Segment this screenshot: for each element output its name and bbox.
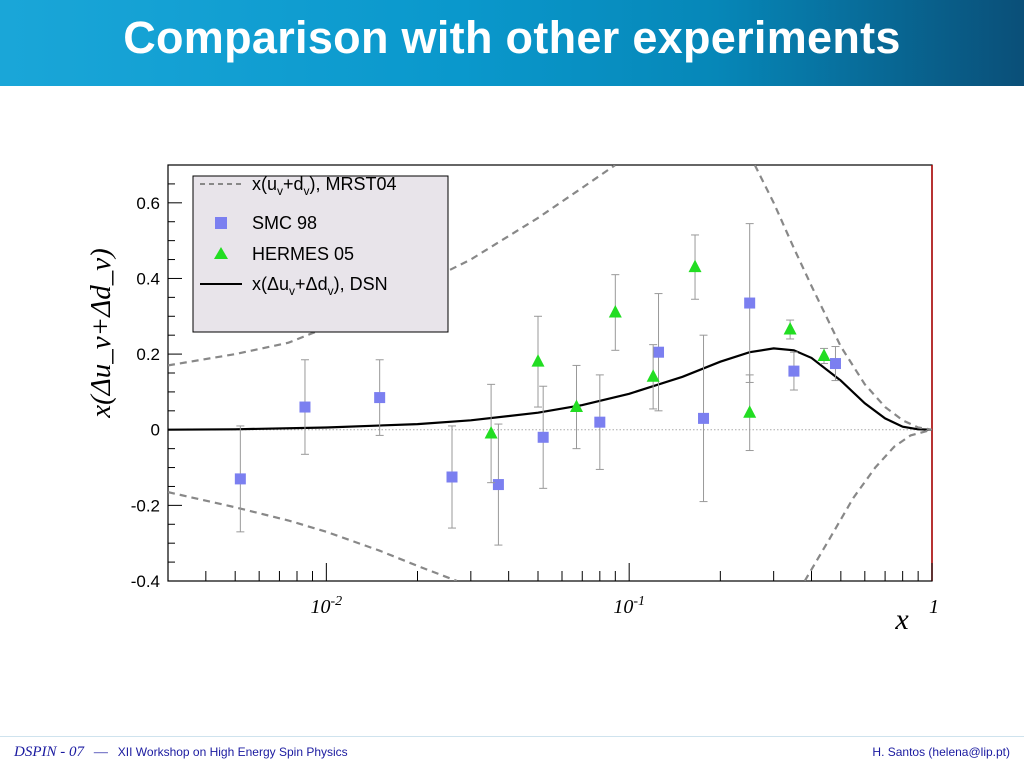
- x-tick-label: 1: [929, 596, 939, 618]
- mrst04-curve: [803, 428, 932, 581]
- smc98-point: [374, 392, 386, 404]
- footer-separator: —: [93, 745, 108, 760]
- y-tick-label: -0.2: [131, 496, 160, 515]
- hermes05-point: [608, 304, 622, 318]
- smc98-point: [299, 401, 311, 413]
- hermes05-point: [688, 259, 702, 273]
- smc98-point: [594, 416, 606, 428]
- smc98-point: [653, 346, 665, 358]
- legend-triangle-swatch: [214, 247, 228, 259]
- smc98-point: [788, 365, 800, 377]
- footer-workshop: XII Workshop on High Energy Spin Physics: [117, 745, 348, 759]
- legend: x(uv+dv), MRST04 SMC 98 HERMES 05 x(Δuv+Δdv…: [192, 174, 449, 333]
- dsn-curve: [168, 347, 932, 431]
- smc98-point: [744, 297, 756, 309]
- x-tick-label: 10-1: [613, 594, 645, 618]
- y-tick-label: -0.4: [131, 572, 160, 591]
- footer-conference: DSPIN - 07: [14, 744, 84, 760]
- hermes05-point: [570, 399, 584, 413]
- y-axis-title: x(Δu_v+Δd_v): [85, 248, 117, 419]
- legend-box: [192, 175, 449, 333]
- hermes05-point: [531, 354, 545, 367]
- hermes05-point: [783, 322, 797, 335]
- smc98-point: [829, 358, 841, 370]
- hermes05-point: [743, 405, 757, 418]
- y-tick-label: 0: [151, 421, 160, 440]
- mrst04-curve: [753, 165, 932, 431]
- slide-title: Comparison with other experiments: [123, 12, 901, 63]
- smc98-point: [698, 412, 710, 424]
- footer: DSPIN - 07 — XII Workshop on High Energy…: [0, 736, 1024, 767]
- hermes05-point: [484, 426, 498, 439]
- smc98-point: [492, 479, 504, 491]
- smc98-point: [446, 471, 458, 483]
- y-tick-label: 0.4: [136, 269, 160, 288]
- footer-left: DSPIN - 07 — XII Workshop on High Energy…: [14, 743, 348, 761]
- legend-label: x(uv+dv), MRST04: [252, 174, 397, 198]
- title-bar: Comparison with other experiments: [0, 0, 1024, 86]
- smc98-point: [234, 473, 246, 485]
- x-axis-title: x: [894, 603, 909, 636]
- chart: -0.4 -0.2 0 0.2 0.4 0.6 10-2 10-1 1x x(Δu_v+Δd_v)…: [85, 164, 939, 636]
- y-tick-label: 0.6: [136, 194, 160, 213]
- smc98-point: [537, 431, 549, 443]
- hermes05-point: [817, 348, 831, 361]
- y-tick-label: 0.2: [136, 345, 160, 364]
- x-tick-label: 10-2: [311, 594, 343, 618]
- hermes05-point: [646, 369, 660, 382]
- legend-label: x(Δuv+Δdv), DSN: [252, 274, 388, 298]
- legend-label: HERMES 05: [252, 244, 354, 264]
- legend-square-swatch: [215, 217, 227, 229]
- legend-label: SMC 98: [252, 213, 317, 233]
- footer-author: H. Santos (helena@lip.pt): [872, 745, 1010, 759]
